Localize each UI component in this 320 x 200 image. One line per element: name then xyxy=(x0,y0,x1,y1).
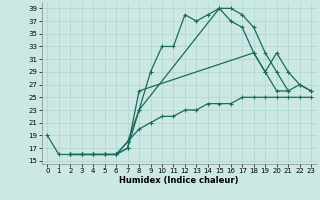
X-axis label: Humidex (Indice chaleur): Humidex (Indice chaleur) xyxy=(119,176,239,185)
